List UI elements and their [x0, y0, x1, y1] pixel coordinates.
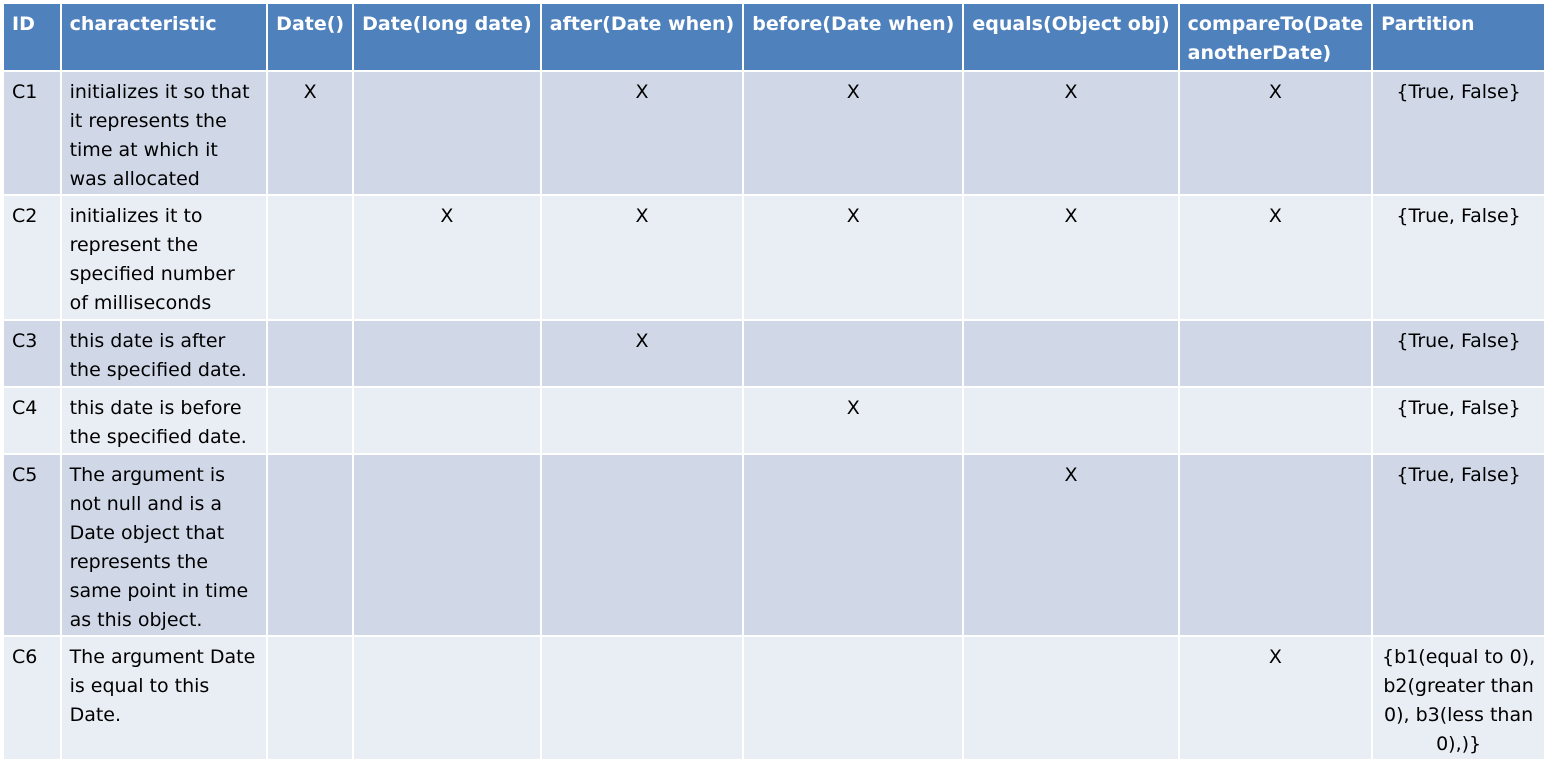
cell-date: X: [266, 70, 355, 196]
cell-date: [266, 386, 355, 455]
header-row: ID characteristic Date() Date(long date)…: [2, 2, 1546, 72]
cell-after: X: [539, 194, 745, 321]
cell-equals: X: [962, 70, 1180, 196]
row-characteristic: The argument is not null and is a Date o…: [59, 453, 269, 637]
table-row: C6 The argument Date is equal to this Da…: [2, 635, 1546, 761]
cell-compare-to: X: [1177, 635, 1374, 761]
cell-date: [266, 453, 355, 637]
cell-compare-to: [1177, 386, 1374, 455]
cell-before: X: [742, 386, 965, 455]
cell-date-long: [352, 319, 542, 388]
cell-after: X: [539, 319, 745, 388]
cell-before: [742, 635, 965, 761]
cell-before: X: [742, 70, 965, 196]
table-row: C5 The argument is not null and is a Dat…: [2, 453, 1546, 637]
cell-partition: {True, False}: [1371, 194, 1546, 321]
cell-date-long: X: [352, 194, 542, 321]
cell-after: X: [539, 70, 745, 196]
header-date-long: Date(long date): [352, 2, 542, 72]
cell-date: [266, 319, 355, 388]
row-id: C6: [2, 635, 62, 761]
cell-partition: {b1(equal to 0), b2(greater than 0), b3(…: [1371, 635, 1546, 761]
cell-date: [266, 635, 355, 761]
cell-equals: X: [962, 194, 1180, 321]
cell-after: [539, 453, 745, 637]
row-id: C1: [2, 70, 62, 196]
cell-equals: [962, 635, 1180, 761]
cell-date: [266, 194, 355, 321]
cell-date-long: [352, 453, 542, 637]
row-characteristic: this date is before the specified date.: [59, 386, 269, 455]
cell-compare-to: X: [1177, 194, 1374, 321]
table-row: C3 this date is after the specified date…: [2, 319, 1546, 388]
row-id: C4: [2, 386, 62, 455]
cell-compare-to: [1177, 453, 1374, 637]
row-id: C3: [2, 319, 62, 388]
cell-compare-to: [1177, 319, 1374, 388]
cell-equals: [962, 386, 1180, 455]
cell-date-long: [352, 635, 542, 761]
header-after: after(Date when): [539, 2, 745, 72]
row-id: C2: [2, 194, 62, 321]
header-partition: Partition: [1371, 2, 1546, 72]
table-row: C2 initializes it to represent the speci…: [2, 194, 1546, 321]
header-id: ID: [2, 2, 62, 72]
table-row: C4 this date is before the specified dat…: [2, 386, 1546, 455]
header-characteristic: characteristic: [59, 2, 269, 72]
header-before: before(Date when): [742, 2, 965, 72]
cell-before: [742, 319, 965, 388]
cell-partition: {True, False}: [1371, 386, 1546, 455]
header-equals: equals(Object obj): [962, 2, 1180, 72]
cell-partition: {True, False}: [1371, 453, 1546, 637]
cell-after: [539, 635, 745, 761]
header-compare-to: compareTo(Date anotherDate): [1177, 2, 1374, 72]
cell-equals: X: [962, 453, 1180, 637]
header-date: Date(): [266, 2, 355, 72]
cell-compare-to: X: [1177, 70, 1374, 196]
row-characteristic: initializes it to represent the specifie…: [59, 194, 269, 321]
cell-after: [539, 386, 745, 455]
row-characteristic: The argument Date is equal to this Date.: [59, 635, 269, 761]
row-id: C5: [2, 453, 62, 637]
cell-date-long: [352, 386, 542, 455]
cell-equals: [962, 319, 1180, 388]
row-characteristic: this date is after the specified date.: [59, 319, 269, 388]
cell-partition: {True, False}: [1371, 319, 1546, 388]
cell-before: [742, 453, 965, 637]
cell-before: X: [742, 194, 965, 321]
cell-date-long: [352, 70, 542, 196]
cell-partition: {True, False}: [1371, 70, 1546, 196]
table-row: C1 initializes it so that it represents …: [2, 70, 1546, 196]
row-characteristic: initializes it so that it represents the…: [59, 70, 269, 196]
